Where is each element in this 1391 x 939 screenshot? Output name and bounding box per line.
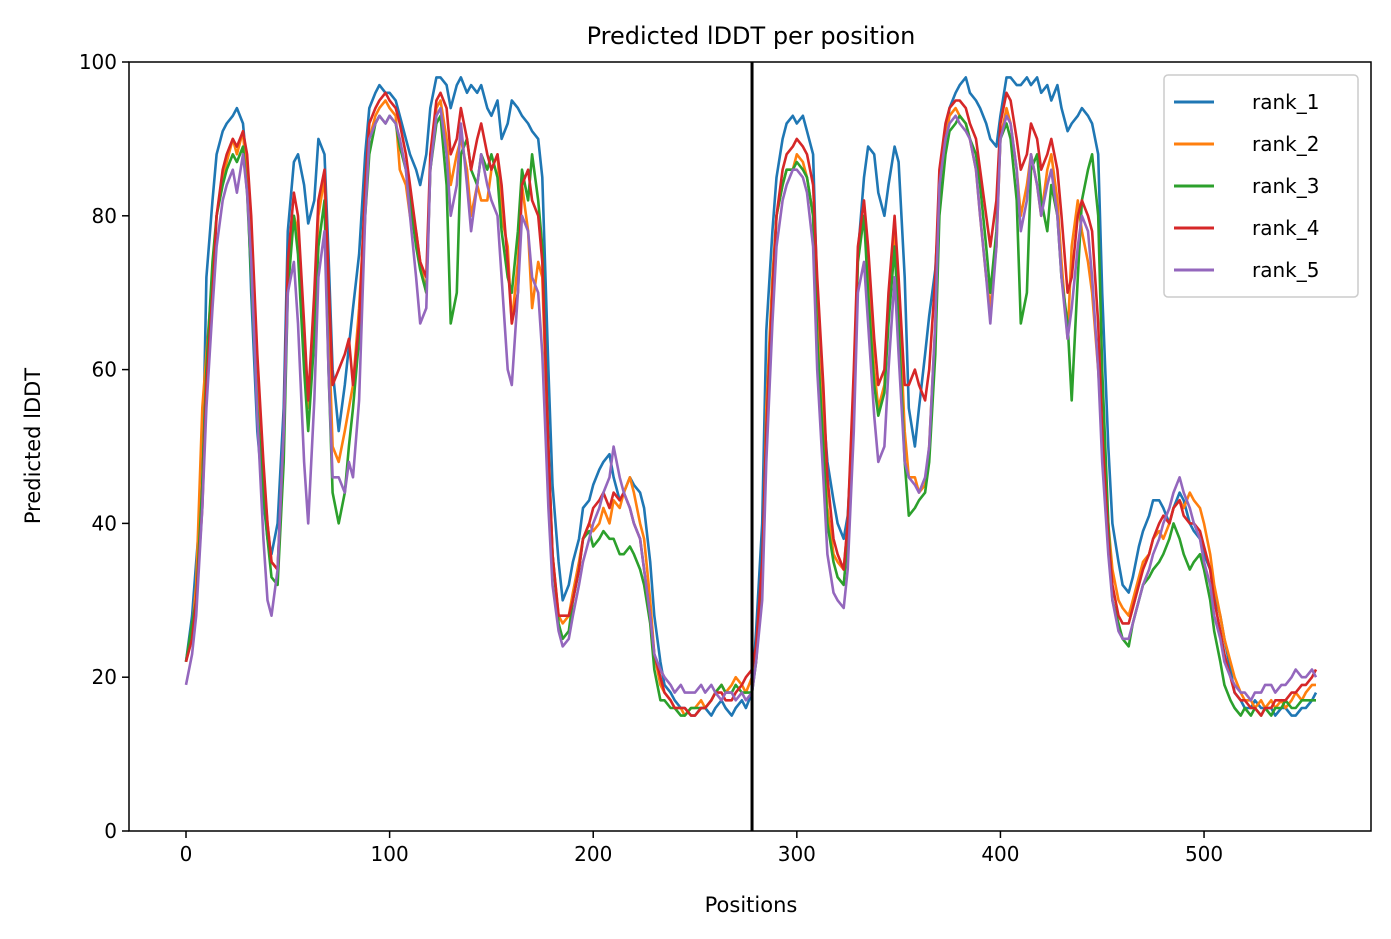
x-tick-label: 400 xyxy=(981,842,1019,866)
plot-frame xyxy=(128,61,1372,832)
x-tick-label: 200 xyxy=(574,842,612,866)
legend: rank_1 rank_2 rank_3 rank_4 rank_5 xyxy=(1163,74,1359,298)
x-tick-label: 500 xyxy=(1185,842,1223,866)
y-tick-label: 20 xyxy=(92,665,117,689)
y-tick-label: 80 xyxy=(92,204,117,228)
y-axis-label: Predicted lDDT xyxy=(21,368,45,524)
y-tick-label: 0 xyxy=(104,819,117,843)
x-axis: 0 100 200 300 400 500 xyxy=(180,831,1223,866)
legend-label-rank_3: rank_3 xyxy=(1252,174,1319,198)
chart-title: Predicted lDDT per position xyxy=(587,22,916,50)
x-tick-label: 0 xyxy=(180,842,193,866)
y-axis: 0 20 40 60 80 100 xyxy=(79,50,129,843)
y-tick-label: 100 xyxy=(79,50,117,74)
legend-label-rank_5: rank_5 xyxy=(1252,258,1319,282)
y-tick-label: 40 xyxy=(92,511,117,535)
x-axis-label: Positions xyxy=(705,893,798,917)
legend-label-rank_4: rank_4 xyxy=(1252,216,1319,240)
x-tick-label: 300 xyxy=(778,842,816,866)
legend-label-rank_2: rank_2 xyxy=(1252,132,1319,156)
legend-box xyxy=(1163,74,1359,298)
x-tick-label: 100 xyxy=(371,842,409,866)
legend-label-rank_1: rank_1 xyxy=(1252,90,1319,114)
y-tick-label: 60 xyxy=(92,358,117,382)
